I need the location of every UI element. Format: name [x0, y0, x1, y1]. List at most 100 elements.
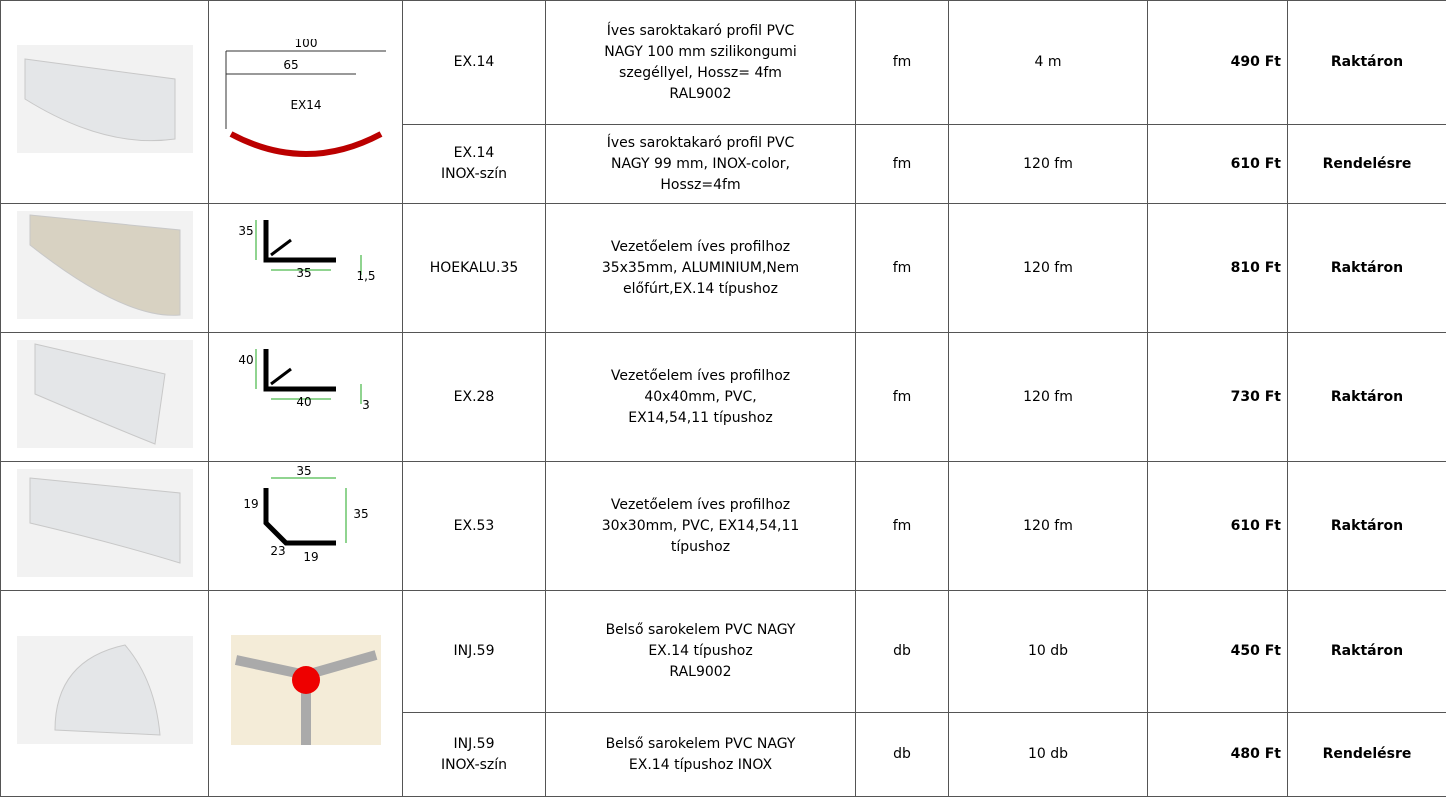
dim-label: 35 [238, 224, 253, 238]
text-line: RAL9002 [552, 662, 849, 683]
dim-label: 19 [243, 497, 258, 511]
dim-label: 40 [296, 395, 311, 409]
dim-label: 19 [303, 550, 318, 564]
profile [231, 134, 381, 154]
package-cell: 10 db [949, 713, 1148, 797]
photo-cell [1, 204, 209, 333]
profile [266, 220, 336, 260]
text-line: INOX-szín [409, 755, 539, 776]
product-photo [5, 630, 205, 750]
dim-label: EX14 [290, 98, 321, 112]
unit-cell: db [856, 591, 949, 713]
text-line: Belső sarokelem PVC NAGY [552, 734, 849, 755]
arrow [271, 369, 291, 384]
product-photo [5, 39, 205, 159]
text-line: EX.14 típushoz INOX [552, 755, 849, 776]
text-line: Vezetőelem íves profilhoz [552, 495, 849, 516]
package-cell: 120 fm [949, 204, 1148, 333]
product-photo [5, 463, 205, 583]
text-line: Vezetőelem íves profilhoz [552, 237, 849, 258]
text-line: EX.14 típushoz [552, 641, 849, 662]
status-cell: Raktáron [1288, 333, 1446, 462]
unit-cell: fm [856, 204, 949, 333]
dim-label: 1,5 [356, 269, 375, 283]
package-cell: 120 fm [949, 125, 1148, 204]
text-line: INOX-szín [409, 164, 539, 185]
price-cell: 810 Ft [1148, 204, 1288, 333]
unit-cell: fm [856, 1, 949, 125]
price-cell: 480 Ft [1148, 713, 1288, 797]
product-photo [5, 334, 205, 454]
description-cell: Vezetőelem íves profilhoz35x35mm, ALUMIN… [546, 204, 856, 333]
drawing-cell: 100 65 EX14 [209, 1, 403, 204]
code-cell: INJ.59 [403, 591, 546, 713]
dim-label: 35 [353, 507, 368, 521]
price-cell: 490 Ft [1148, 1, 1288, 125]
code-cell: EX.14 [403, 1, 546, 125]
dim-label: 3 [362, 398, 370, 412]
dim-label: 40 [238, 353, 253, 367]
product-photo [5, 205, 205, 325]
text-line: RAL9002 [552, 84, 849, 105]
description-cell: Vezetőelem íves profilhoz30x30mm, PVC, E… [546, 462, 856, 591]
price-cell: 610 Ft [1148, 462, 1288, 591]
table-row: 35 19 35 23 19 EX.53 Vezetőelem íves profilhoz… [1, 462, 1446, 591]
code-cell: EX.28 [403, 333, 546, 462]
text-line: Vezetőelem íves profilhoz [552, 366, 849, 387]
description-cell: Belső sarokelem PVC NAGYEX.14 típushozRA… [546, 591, 856, 713]
package-cell: 10 db [949, 591, 1148, 713]
text-line: NAGY 100 mm szilikongumi [552, 42, 849, 63]
dim-label: 100 [294, 39, 317, 50]
table-row: 100 65 EX14 EX.14 Íves saroktakaró profil PV… [1, 1, 1446, 125]
photo-cell [1, 1, 209, 204]
package-cell: 120 fm [949, 462, 1148, 591]
status-cell: Raktáron [1288, 1, 1446, 125]
dim-label: 65 [283, 58, 298, 72]
text-line: INJ.59 [409, 641, 539, 662]
profile-drawing [216, 630, 396, 750]
status-cell: Raktáron [1288, 591, 1446, 713]
text-line: NAGY 99 mm, INOX-color, [552, 154, 849, 175]
product-table: 100 65 EX14 EX.14 Íves saroktakaró profil PV… [0, 0, 1446, 797]
dim-label: 23 [270, 544, 285, 558]
profile [266, 488, 336, 543]
text-line: Íves saroktakaró profil PVC [552, 21, 849, 42]
text-line: Íves saroktakaró profil PVC [552, 133, 849, 154]
drawing-cell: 40 40 3 [209, 333, 403, 462]
price-cell: 730 Ft [1148, 333, 1288, 462]
text-line: HOEKALU.35 [409, 258, 539, 279]
profile-drawing: 40 40 3 [216, 334, 396, 454]
status-cell: Rendelésre [1288, 125, 1446, 204]
unit-cell: fm [856, 462, 949, 591]
text-line: EX.14 [409, 52, 539, 73]
unit-cell: fm [856, 125, 949, 204]
text-line: típushoz [552, 537, 849, 558]
photo-cell [1, 462, 209, 591]
status-cell: Rendelésre [1288, 713, 1446, 797]
text-line: szegéllyel, Hossz= 4fm [552, 63, 849, 84]
render-corner [292, 666, 320, 694]
text-line: EX14,54,11 típushoz [552, 408, 849, 429]
page: 100 65 EX14 EX.14 Íves saroktakaró profil PV… [0, 0, 1446, 804]
code-cell: EX.53 [403, 462, 546, 591]
text-line: 35x35mm, ALUMINIUM,Nem [552, 258, 849, 279]
status-cell: Raktáron [1288, 462, 1446, 591]
dim-label: 35 [296, 464, 311, 478]
price-cell: 610 Ft [1148, 125, 1288, 204]
profile-drawing: 100 65 EX14 [216, 39, 396, 159]
drawing-cell: 35 19 35 23 19 [209, 462, 403, 591]
unit-cell: db [856, 713, 949, 797]
arrow [271, 240, 291, 255]
text-line: EX.53 [409, 516, 539, 537]
profile-drawing: 35 19 35 23 19 [216, 463, 396, 583]
package-cell: 120 fm [949, 333, 1148, 462]
code-cell: HOEKALU.35 [403, 204, 546, 333]
drawing-cell [209, 591, 403, 797]
